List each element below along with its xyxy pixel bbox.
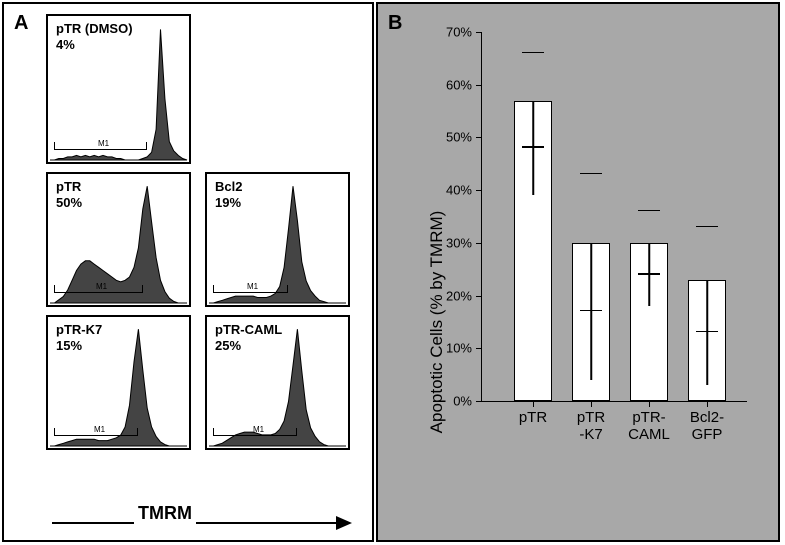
errorbar-cap [638,210,660,212]
hist-label: Bcl219% [215,179,242,212]
y-tick-label: 20% [446,288,472,303]
errorbar-cap [522,146,544,148]
y-tick-label: 50% [446,130,472,145]
errorbar-cap [696,226,718,228]
bar-chart: Apoptotic Cells (% by TMRM) 0%10%20%30%4… [433,32,763,472]
errorbar-cap [638,273,660,275]
errorbar-cap [580,173,602,175]
x-tick [591,401,592,407]
x-tick [533,401,534,407]
y-tick-label: 60% [446,77,472,92]
panel-b: B Apoptotic Cells (% by TMRM) 0%10%20%30… [376,2,780,542]
y-tick-label: 40% [446,183,472,198]
y-tick [476,190,482,191]
y-tick [476,348,482,349]
hist-bcl2: Bcl219% M1 [205,172,350,307]
x-label-ptr-caml: pTR-CAML [621,409,677,444]
y-tick [476,137,482,138]
x-tick [707,401,708,407]
gate-m1: M1 [54,412,138,436]
y-tick [476,32,482,33]
panel-b-letter: B [388,12,402,35]
x-label-ptr: pTR [505,409,561,426]
hist-ptr-caml: pTR-CAML25% M1 [205,315,350,450]
panel-a-letter: A [14,12,28,35]
gate-m1: M1 [213,269,288,293]
plot-area: 0%10%20%30%40%50%60%70%pTRpTR-K7pTR-CAML… [481,32,747,402]
errorbar-ptr [532,101,534,196]
x-tick [649,401,650,407]
gate-m1: M1 [54,126,147,150]
hist-label: pTR-CAML25% [215,322,282,355]
x-label-bcl2-gfp: Bcl2-GFP [679,409,735,444]
y-tick [476,243,482,244]
y-axis-title: Apoptotic Cells (% by TMRM) [427,211,447,434]
hist-ptr-dmso: pTR (DMSO)4% M1 [46,14,191,164]
errorbar-cap [522,52,544,54]
y-tick-label: 70% [446,25,472,40]
panel-a: A pTR (DMSO)4% M1 pTR50% M1 Bcl219% M1 pTR-… [2,2,374,542]
errorbar-cap [696,331,718,333]
hist-ptr: pTR50% M1 [46,172,191,307]
gate-m1: M1 [213,412,297,436]
y-tick [476,296,482,297]
y-tick-label: 10% [446,341,472,356]
hist-label: pTR50% [56,179,82,212]
x-label-ptr-k7: pTR-K7 [563,409,619,444]
y-tick-label: 30% [446,235,472,250]
tmrm-axis-label: TMRM [134,503,196,524]
y-tick [476,401,482,402]
gate-m1: M1 [54,269,143,293]
errorbar-cap [580,310,602,312]
hist-ptr-k7: pTR-K715% M1 [46,315,191,450]
hist-label: pTR-K715% [56,322,102,355]
hist-label: pTR (DMSO)4% [56,21,133,54]
y-tick [476,85,482,86]
histogram-grid: pTR (DMSO)4% M1 pTR50% M1 Bcl219% M1 pTR-K7… [46,14,366,458]
y-tick-label: 0% [453,394,472,409]
errorbar-ptr-caml [648,243,650,306]
arrow-right-icon [336,516,352,530]
tmrm-axis [52,516,352,530]
